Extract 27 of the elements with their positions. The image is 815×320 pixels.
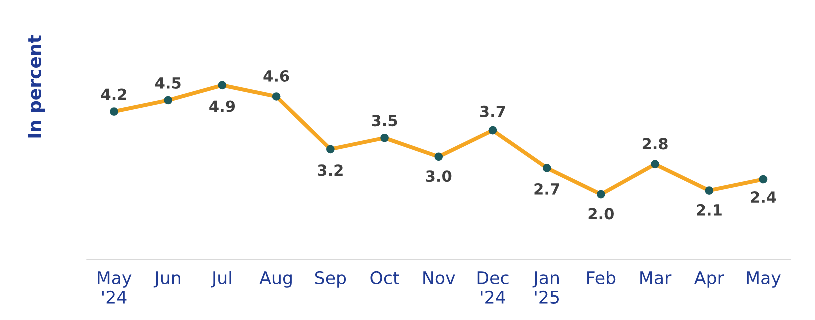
x-tick-label: Feb: [588, 271, 616, 285]
data-label: 2.7: [534, 183, 560, 195]
x-tick-label: Jan '25: [532, 272, 559, 304]
x-tick-label: Sep: [315, 271, 346, 288]
data-label: 3.0: [426, 170, 452, 182]
data-label: 4.6: [264, 70, 290, 82]
data-label: 2.8: [642, 138, 668, 150]
x-tick-label: Oct: [370, 271, 400, 285]
data-label: 4.9: [210, 100, 236, 112]
data-label: 4.5: [156, 78, 181, 89]
x-tick-label: Nov: [424, 272, 456, 285]
x-tick-label: Dec '24: [478, 272, 509, 304]
x-tick-label: May: [747, 272, 781, 288]
x-tick-label: Mar: [640, 272, 672, 285]
x-tick-label: Aug: [260, 272, 292, 288]
data-label: 3.2: [318, 164, 343, 176]
data-label: 2.1: [697, 204, 722, 216]
data-label: 3.7: [480, 106, 506, 118]
x-tick-label: Jun: [154, 272, 180, 288]
x-tick-label: Jul: [211, 271, 232, 288]
data-label: 4.2: [101, 88, 126, 100]
data-label: 2.0: [588, 208, 614, 220]
data-label: 3.5: [372, 115, 398, 127]
data-label: 2.4: [751, 192, 776, 203]
x-tick-label: May '24: [98, 272, 132, 304]
x-tick-label: Apr: [694, 272, 724, 288]
y-axis-title: In percent: [28, 35, 46, 138]
